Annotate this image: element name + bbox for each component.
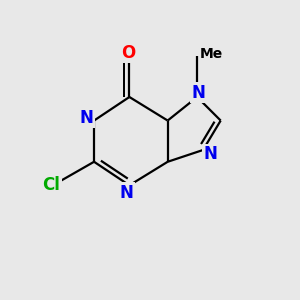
Text: N: N xyxy=(203,146,217,164)
Text: O: O xyxy=(121,44,135,62)
Text: N: N xyxy=(192,84,206,102)
Text: Me: Me xyxy=(200,47,223,61)
Text: N: N xyxy=(80,109,94,127)
Text: N: N xyxy=(119,184,134,202)
Text: Cl: Cl xyxy=(42,176,60,194)
